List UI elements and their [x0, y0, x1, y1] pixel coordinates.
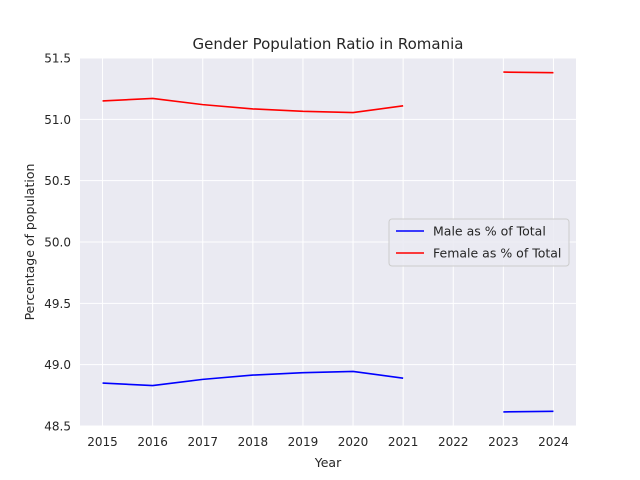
y-tick-label: 48.5: [44, 420, 71, 434]
chart-title: Gender Population Ratio in Romania: [193, 35, 464, 53]
x-tick-label: 2017: [187, 435, 218, 449]
y-tick-label: 49.0: [44, 358, 71, 372]
series-line-male-segment-0: [102, 370, 404, 387]
legend-label-male: Male as % of Total: [433, 224, 546, 239]
x-axis-label: Year: [314, 455, 342, 470]
y-tick-label: 50.0: [44, 236, 71, 250]
x-tick-label: 2022: [438, 435, 469, 449]
x-tick-label: 2024: [538, 435, 569, 449]
ticks: 2015 2016 2017 2018 2019 2020 2021 2022 2023 2024…: [44, 52, 568, 450]
series-layer: [102, 71, 554, 413]
legend-label-female: Female as % of Total: [433, 246, 561, 261]
y-tick-label: 51.5: [44, 52, 71, 66]
y-tick-label: 49.5: [44, 297, 71, 311]
y-tick-label: 51.0: [44, 113, 71, 127]
legend-box: [388, 218, 570, 267]
x-tick-label: 2019: [288, 435, 319, 449]
x-tick-label: 2023: [488, 435, 519, 449]
x-tick-label: 2016: [137, 435, 168, 449]
x-tick-label: 2018: [238, 435, 269, 449]
series-line-female-segment-1: [503, 71, 554, 74]
x-tick-label: 2021: [388, 435, 419, 449]
series-line-female-segment-0: [102, 97, 404, 114]
x-tick-label: 2015: [87, 435, 118, 449]
legend: Male as % of Total Female as % of Total: [388, 218, 570, 267]
series-line-male-segment-1: [503, 410, 554, 413]
x-tick-label: 2020: [338, 435, 369, 449]
y-axis-label: Percentage of population: [22, 164, 37, 321]
y-tick-label: 50.5: [44, 174, 71, 188]
